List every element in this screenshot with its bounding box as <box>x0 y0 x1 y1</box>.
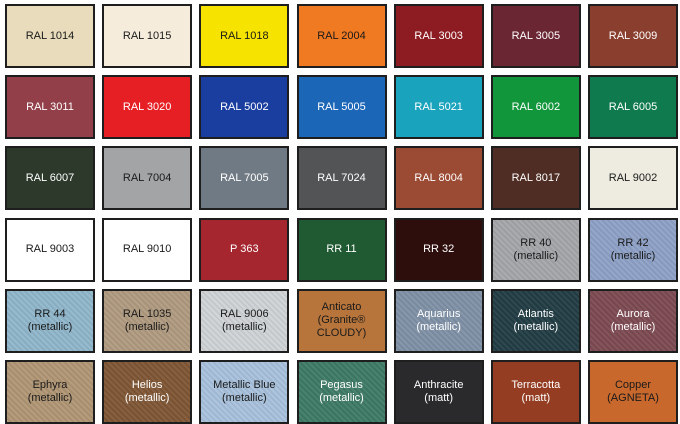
swatch-label: RAL 2004 <box>317 29 366 42</box>
color-swatch: RAL 6007 <box>5 146 95 211</box>
color-swatch: RAL 2004 <box>296 4 387 68</box>
color-swatch: RAL 5005 <box>296 75 387 140</box>
swatch-label: RAL 6005 <box>608 100 658 113</box>
swatch-label: RAL 5021 <box>414 100 463 113</box>
color-swatch: RAL 9002 <box>588 146 679 211</box>
swatch-label: Aquarius (metallic) <box>416 307 461 333</box>
swatch-label: RAL 6002 <box>511 100 561 113</box>
swatch-label: RAL 1018 <box>220 29 269 42</box>
color-swatch: RR 11 <box>296 217 387 282</box>
color-swatch: Atlantis (metallic) <box>490 288 581 353</box>
color-swatch: RAL 9006 (metallic) <box>199 288 290 353</box>
color-swatch: RAL 3003 <box>393 4 484 68</box>
color-swatch: RAL 3011 <box>5 75 95 140</box>
color-swatch: RAL 7005 <box>199 146 290 211</box>
color-swatch: Helios (metallic) <box>102 360 193 424</box>
swatch-label: RAL 3003 <box>414 29 463 42</box>
swatch-label: RR 11 <box>326 243 357 256</box>
swatch-label: RAL 3005 <box>511 29 561 42</box>
color-swatch: RR 44 (metallic) <box>5 288 95 353</box>
color-swatch: RAL 5021 <box>393 75 484 140</box>
color-swatch: RAL 8004 <box>393 146 484 211</box>
swatch-label: RR 42 (metallic) <box>610 236 656 262</box>
color-swatch: RAL 1014 <box>5 4 95 68</box>
color-swatch: Anthracite (matt) <box>393 360 484 424</box>
color-swatch: RAL 9003 <box>5 217 95 282</box>
swatch-label: Anthracite (matt) <box>413 379 464 404</box>
color-swatch: Ephyra (metallic) <box>5 360 95 424</box>
swatch-label: RAL 1015 <box>122 29 172 42</box>
color-swatch: RAL 7024 <box>296 146 387 211</box>
color-swatch: Terracotta (matt) <box>490 360 581 424</box>
swatch-label: Helios (metallic) <box>124 379 170 404</box>
color-swatch: RR 42 (metallic) <box>588 217 679 282</box>
color-swatch: RAL 5002 <box>199 75 290 140</box>
swatch-label: RAL 8004 <box>414 171 463 184</box>
swatch-label: RR 32 <box>423 243 455 256</box>
swatch-label: RAL 3011 <box>26 100 74 113</box>
color-swatch: RAL 1015 <box>102 4 193 68</box>
swatch-label: Pegasus (metallic) <box>319 379 364 404</box>
color-swatch: RAL 8017 <box>490 146 581 211</box>
swatch-label: RAL 9002 <box>608 171 658 184</box>
swatch-label: RR 40 (metallic) <box>513 236 559 262</box>
swatch-label: Copper (AGNETA) <box>607 379 659 404</box>
swatch-label: RAL 6007 <box>25 171 75 184</box>
color-swatch: RAL 9010 <box>102 217 193 282</box>
color-swatch: Aquarius (metallic) <box>393 288 484 353</box>
swatch-label: RAL 9010 <box>122 243 172 256</box>
color-swatch: RAL 1018 <box>199 4 290 68</box>
color-swatch: RAL 3020 <box>102 75 193 140</box>
swatch-label: Metallic Blue (metallic) <box>213 379 276 404</box>
swatch-label: RAL 1035 (metallic) <box>122 307 172 333</box>
swatch-label: RAL 9003 <box>25 243 75 256</box>
swatch-label: RAL 5002 <box>220 100 269 113</box>
swatch-label: Atlantis (metallic) <box>513 307 559 333</box>
color-swatch: Pegasus (metallic) <box>296 360 387 424</box>
color-swatch: RR 40 (metallic) <box>490 217 581 282</box>
color-swatch: RR 32 <box>393 217 484 282</box>
swatch-label: RAL 5005 <box>317 100 366 113</box>
swatch-label: RR 44 (metallic) <box>27 307 73 333</box>
swatch-label: Aurora (metallic) <box>610 307 656 333</box>
swatch-label: P 363 <box>230 243 259 256</box>
color-swatch: RAL 7004 <box>102 146 193 211</box>
swatch-label: Terracotta (matt) <box>511 379 561 404</box>
swatch-label: RAL 3020 <box>122 100 172 113</box>
swatch-label: RAL 7005 <box>220 171 269 184</box>
swatch-label: RAL 7004 <box>122 171 172 184</box>
swatch-label: RAL 8017 <box>511 171 561 184</box>
color-swatch: RAL 3005 <box>490 4 581 68</box>
swatch-label: RAL 3009 <box>608 29 658 42</box>
color-swatch: RAL 6002 <box>490 75 581 140</box>
swatch-label: RAL 1014 <box>25 29 75 42</box>
color-swatch: Metallic Blue (metallic) <box>199 360 290 424</box>
color-swatch: RAL 1035 (metallic) <box>102 288 193 353</box>
color-swatch: RAL 6005 <box>588 75 679 140</box>
color-swatch: Copper (AGNETA) <box>588 360 679 424</box>
color-swatch: Aurora (metallic) <box>588 288 679 353</box>
color-swatch: P 363 <box>199 217 290 282</box>
swatch-label: Ephyra (metallic) <box>27 379 73 404</box>
color-swatch: Anticato (Granite® CLOUDY) <box>296 288 387 353</box>
swatch-label: RAL 9006 (metallic) <box>220 307 269 333</box>
swatch-label: RAL 7024 <box>317 171 366 184</box>
color-swatch: RAL 3009 <box>588 4 679 68</box>
swatch-label: Anticato (Granite® CLOUDY) <box>316 301 367 340</box>
